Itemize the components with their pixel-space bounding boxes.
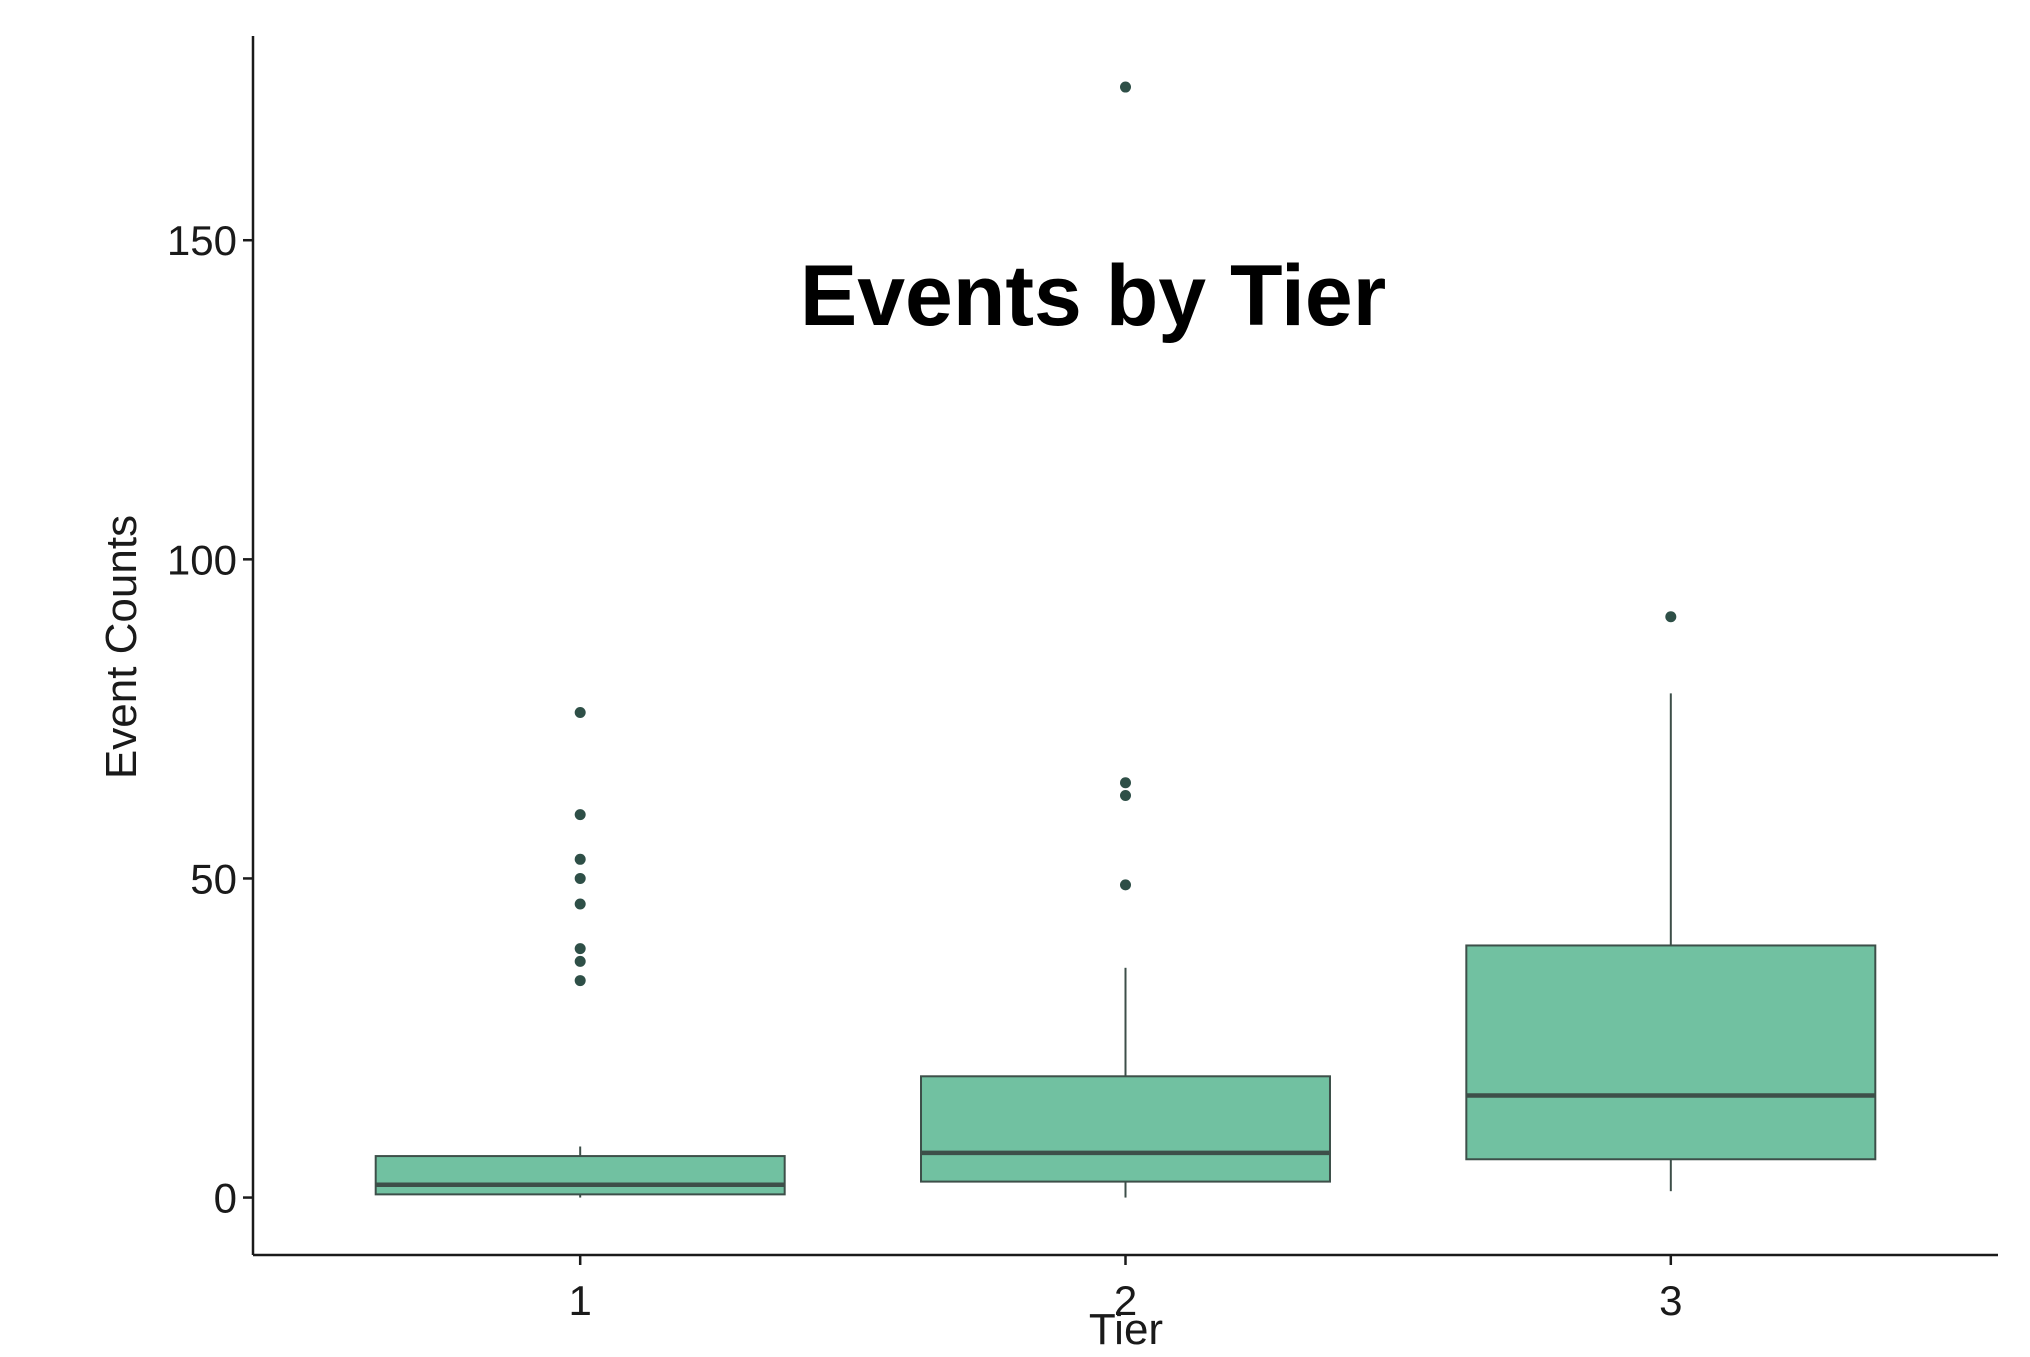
outlier-point bbox=[574, 853, 586, 865]
x-tick-label: 1 bbox=[569, 1277, 592, 1324]
outlier-point bbox=[574, 943, 586, 955]
plot-area bbox=[374, 81, 1877, 1198]
iqr-box bbox=[374, 1155, 786, 1196]
x-tick-label: 3 bbox=[1659, 1277, 1682, 1324]
outlier-point bbox=[1120, 789, 1131, 801]
outlier-point bbox=[574, 809, 586, 821]
outlier-point bbox=[574, 955, 586, 967]
outlier-point bbox=[574, 707, 586, 719]
y-tick-label: 50 bbox=[190, 855, 237, 902]
y-tick-label: 100 bbox=[167, 536, 237, 583]
outlier-point bbox=[574, 872, 586, 884]
outlier-point bbox=[1120, 879, 1131, 891]
x-tick-label: 2 bbox=[1114, 1277, 1137, 1324]
iqr-box bbox=[1465, 944, 1877, 1161]
x-axis-title: Tier bbox=[1089, 1305, 1163, 1354]
outlier-point bbox=[574, 975, 586, 987]
y-axis-title: Event Counts bbox=[97, 515, 146, 779]
outlier-point bbox=[1120, 81, 1131, 93]
outlier-point bbox=[1120, 777, 1131, 789]
y-tick-label: 150 bbox=[167, 217, 237, 264]
y-tick-label: 0 bbox=[214, 1175, 237, 1222]
box-group-tier-2 bbox=[920, 81, 1331, 1198]
x-axis-ticks: 1 2 3 bbox=[569, 1255, 1682, 1324]
box-group-tier-3 bbox=[1465, 611, 1877, 1192]
iqr-box bbox=[920, 1075, 1331, 1183]
outlier-point bbox=[1665, 611, 1677, 623]
outlier-point bbox=[574, 898, 586, 910]
chart-title: Events by Tier bbox=[800, 248, 1386, 344]
y-axis-ticks: 0 50 100 150 bbox=[167, 217, 253, 1222]
box-group-tier-1 bbox=[374, 707, 786, 1198]
